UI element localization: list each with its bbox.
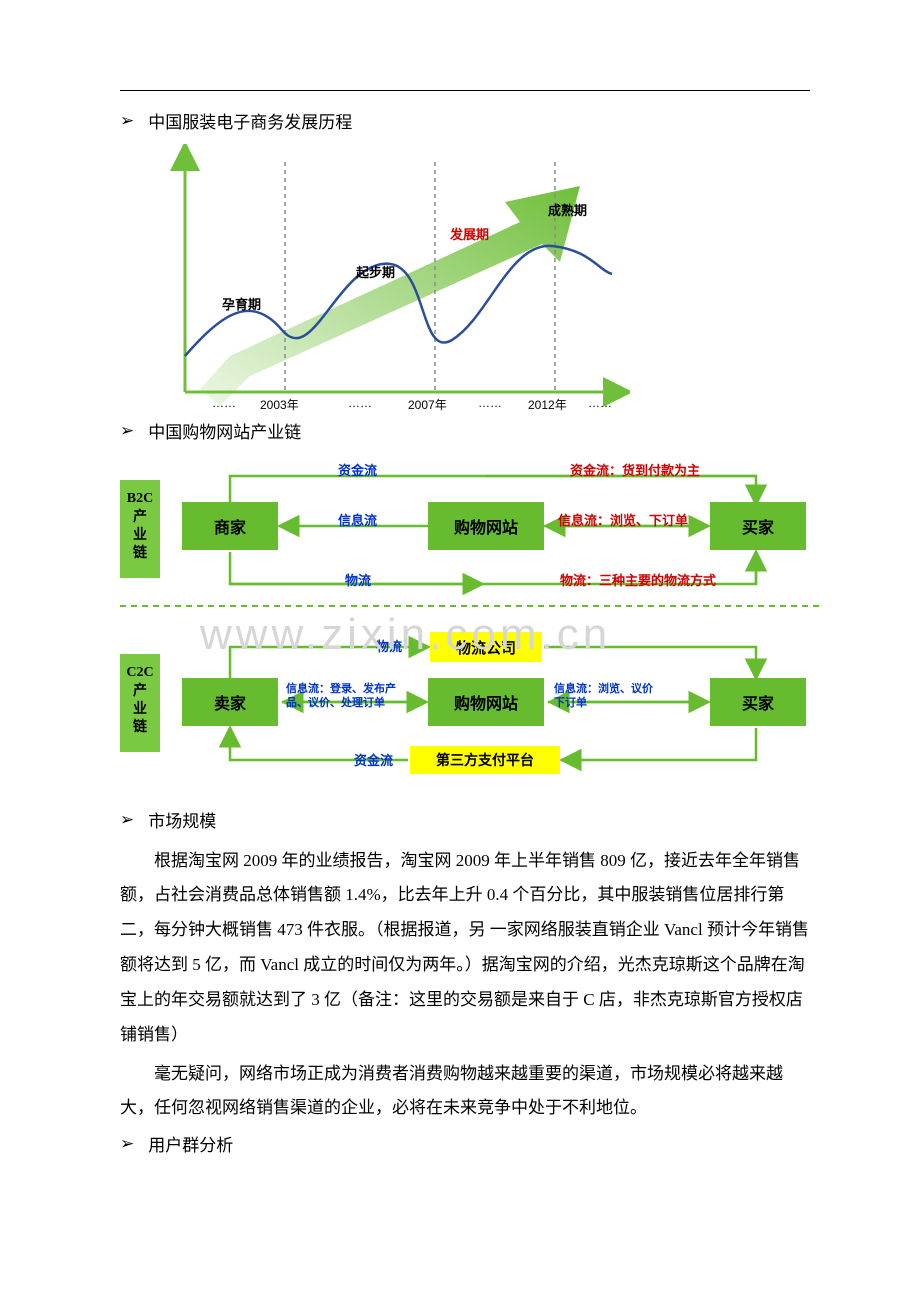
edge (564, 728, 756, 760)
edge-label: 物流 (345, 570, 371, 589)
edge (230, 476, 756, 502)
side-label-c2c: C2C产业链 (120, 654, 160, 752)
paragraph-2: 毫无疑问，网络市场正成为消费者消费购物越来越重要的渠道，市场规模必将越来越大，任… (120, 1057, 810, 1127)
bullet-arrow-icon: ➢ (120, 419, 134, 443)
x-tick: …… (588, 396, 612, 410)
node-c2c-site: 购物网站 (428, 678, 544, 726)
heading-3-text: 市场规模 (148, 808, 216, 835)
heading-3: ➢ 市场规模 (120, 808, 810, 835)
x-tick: 2012年 (528, 396, 567, 413)
x-tick: 2003年 (260, 396, 299, 413)
edge-label: 信息流：浏览、下订单 (558, 510, 688, 529)
stage-label: 发展期 (450, 224, 489, 243)
heading-1-text: 中国服装电子商务发展历程 (148, 109, 352, 136)
bullet-arrow-icon: ➢ (120, 808, 134, 832)
paragraph-1: 根据淘宝网 2009 年的业绩报告，淘宝网 2009 年上半年销售 809 亿，… (120, 844, 810, 1053)
growth-curve-chart: 孕育期 起步期 发展期 成熟期 …… 2003年 …… 2007年 …… 201… (150, 144, 630, 409)
bullet-arrow-icon: ➢ (120, 1132, 134, 1156)
heading-2: ➢ 中国购物网站产业链 (120, 419, 810, 446)
node-b2c-seller: 商家 (182, 502, 278, 550)
edge-label: 物流：三种主要的物流方式 (560, 570, 716, 589)
edge-label: 信息流 (338, 510, 377, 529)
edge-label: 下订单 (554, 694, 587, 710)
heading-2-text: 中国购物网站产业链 (148, 419, 301, 446)
node-logistics: 物流公司 (430, 632, 542, 662)
top-rule (120, 90, 810, 91)
edge-label: 品、议价、处理订单 (286, 694, 385, 710)
x-tick: …… (212, 396, 236, 410)
stage-label: 孕育期 (222, 294, 261, 313)
node-c2c-buyer: 买家 (710, 678, 806, 726)
stage-label: 起步期 (356, 262, 395, 281)
edge-label: 资金流：货到付款为主 (570, 460, 700, 479)
heading-1: ➢ 中国服装电子商务发展历程 (120, 109, 810, 136)
edge-label: 资金流 (354, 750, 393, 769)
node-c2c-seller: 卖家 (182, 678, 278, 726)
side-label-b2c: B2C产业链 (120, 480, 160, 578)
node-payment: 第三方支付平台 (410, 746, 560, 774)
x-tick: …… (478, 396, 502, 410)
x-tick: 2007年 (408, 396, 447, 413)
edge (544, 647, 756, 676)
bullet-arrow-icon: ➢ (120, 109, 134, 133)
node-b2c-buyer: 买家 (710, 502, 806, 550)
industry-chain-diagram: B2C产业链 C2C产业链 商家 购物网站 买家 物流公司 卖家 购物网站 买家… (120, 454, 820, 784)
edge-label: 资金流 (338, 460, 377, 479)
stage-label: 成熟期 (548, 200, 587, 219)
x-tick: …… (348, 396, 372, 410)
document-page: ➢ 中国服装电子商务发展历程 (0, 0, 920, 1302)
heading-4-text: 用户群分析 (148, 1132, 233, 1159)
node-b2c-site: 购物网站 (428, 502, 544, 550)
edge-label: 物流 (376, 636, 402, 655)
heading-4: ➢ 用户群分析 (120, 1132, 810, 1159)
